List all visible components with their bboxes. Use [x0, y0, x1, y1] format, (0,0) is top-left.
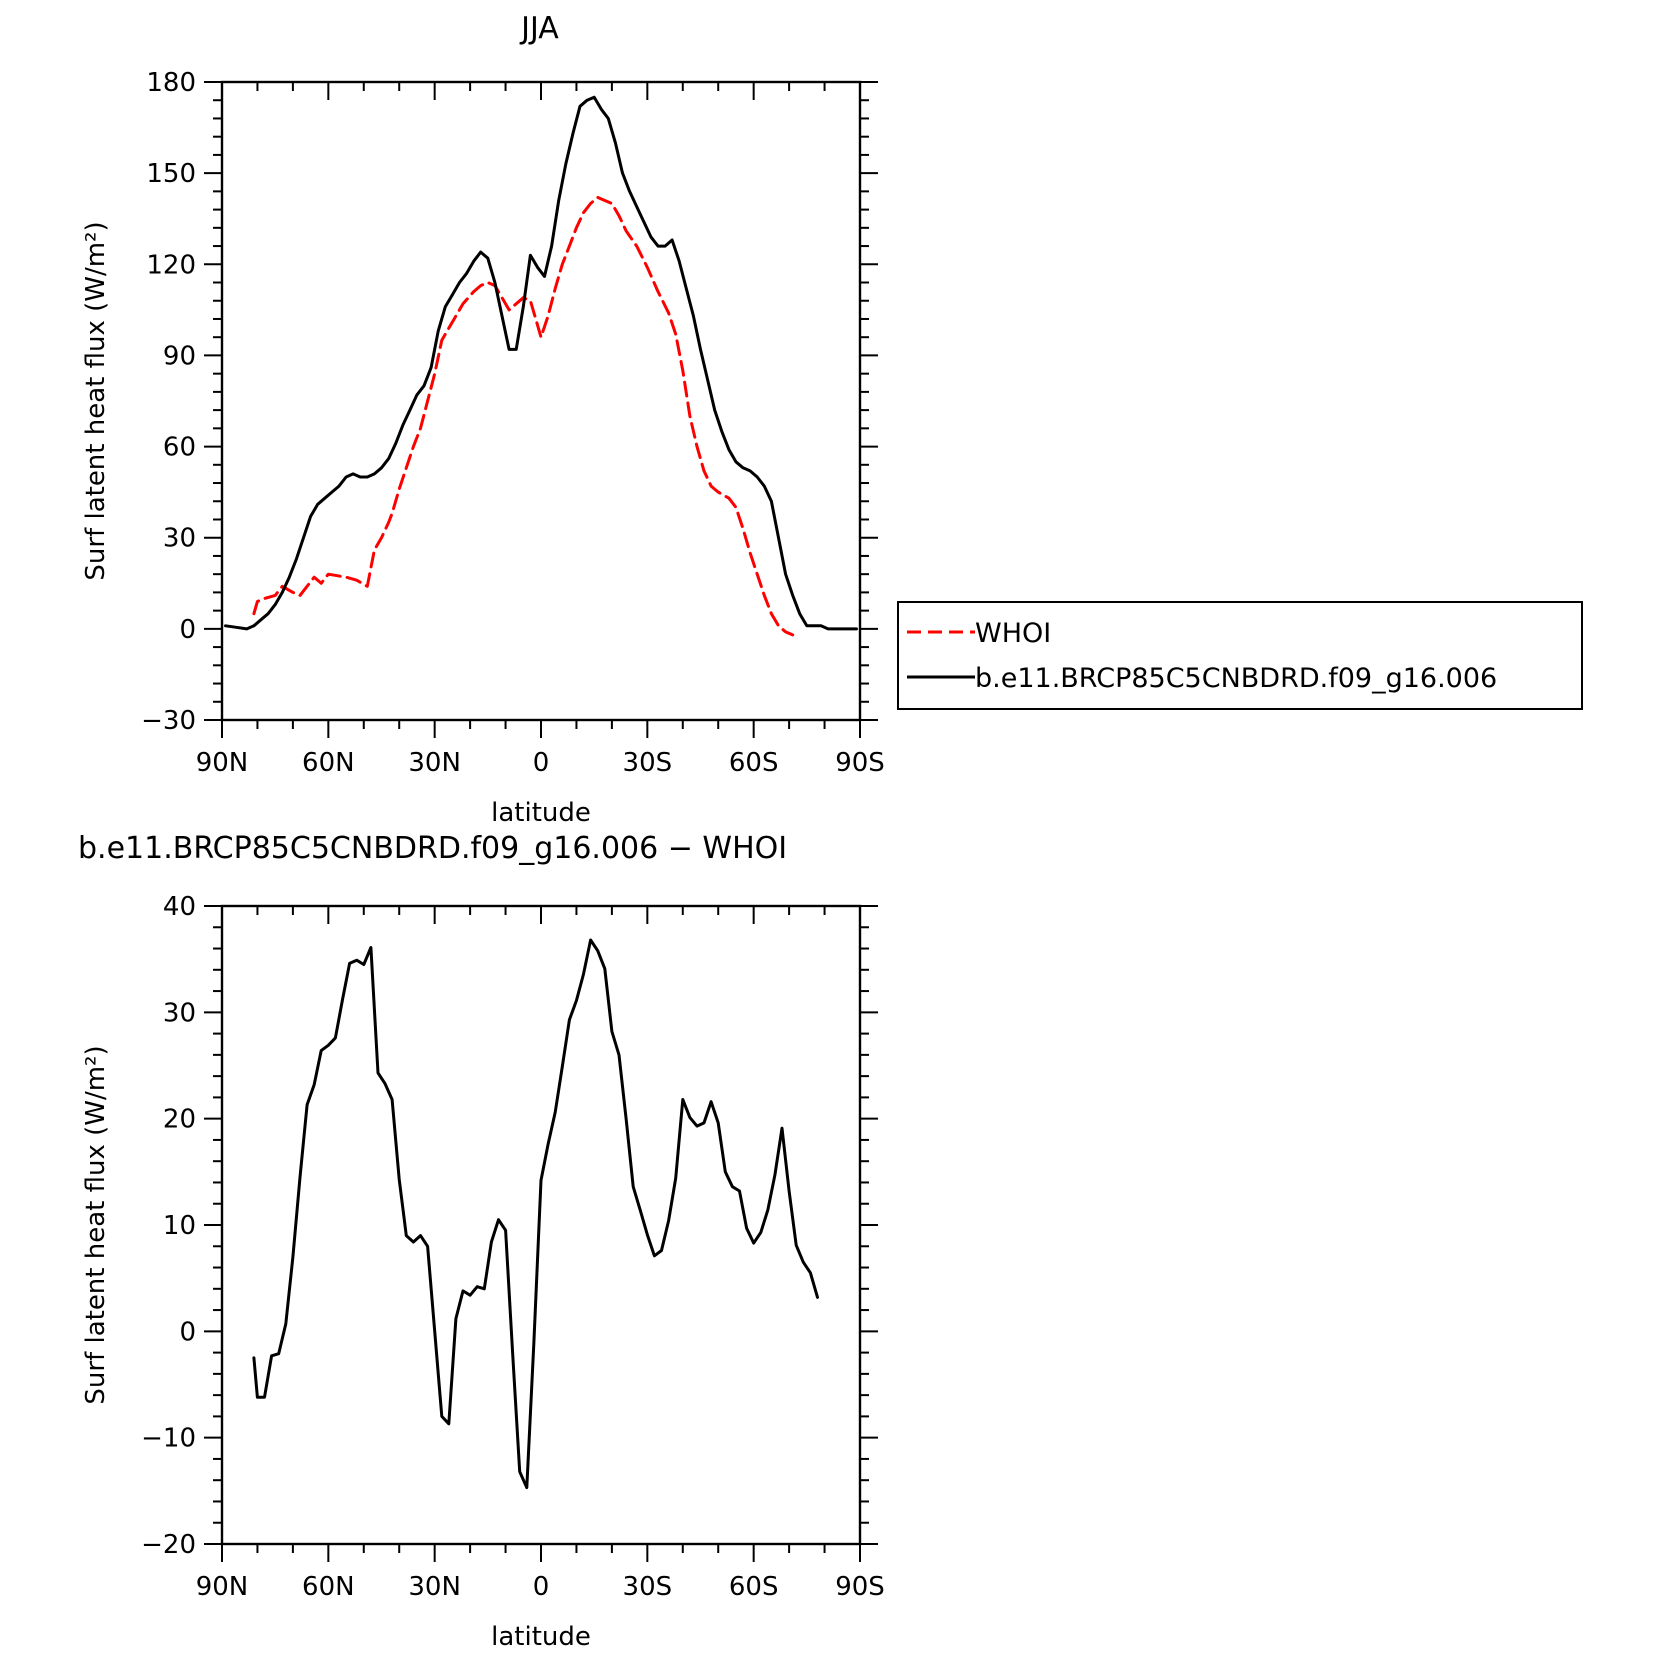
top-series-line-1 — [224, 95, 858, 631]
top-y-axis-label: Surf latent heat flux (W/m²) — [81, 221, 111, 580]
bottom-ytick-label: 40 — [163, 892, 196, 922]
top-chart-title: JJA — [519, 11, 559, 46]
bottom-panel: b.e11.BRCP85C5CNBDRD.f09_g16.006 − WHOI … — [78, 831, 885, 1652]
top-y-tick-labels: −30 0 30 60 90 120 150 180 — [141, 68, 196, 736]
bottom-xtick-label: 0 — [533, 1572, 550, 1602]
top-xtick-label: 60N — [302, 748, 355, 778]
top-xtick-label: 30S — [623, 748, 673, 778]
top-plot-frame — [220, 80, 862, 722]
top-xtick-label: 0 — [533, 748, 550, 778]
bottom-y-axis-label: Surf latent heat flux (W/m²) — [81, 1045, 111, 1404]
legend-entry-model: b.e11.BRCP85C5CNBDRD.f09_g16.006 — [975, 663, 1497, 694]
bottom-series-line-0 — [252, 938, 819, 1490]
bottom-xtick-label: 90N — [196, 1572, 249, 1602]
legend-entry-whoi: WHOI — [975, 618, 1051, 649]
bottom-xtick-label: 90S — [835, 1572, 885, 1602]
top-ticks — [204, 81, 878, 738]
top-ytick-label: 90 — [163, 341, 196, 371]
bottom-chart-title: b.e11.BRCP85C5CNBDRD.f09_g16.006 − WHOI — [78, 831, 787, 866]
top-x-tick-labels: 90N 60N 30N 0 30S 60S 90S — [196, 748, 885, 778]
top-series-line-0 — [252, 195, 795, 637]
bottom-ytick-label: 10 — [163, 1211, 196, 1241]
bottom-plot-frame — [220, 904, 862, 1546]
top-panel: JJA 90N 60N 30N 0 30S 60S 90S −30 0 30 60 90 120 150… — [81, 11, 885, 828]
top-ytick-label: 0 — [179, 615, 196, 645]
bottom-ytick-label: 30 — [163, 998, 196, 1028]
bottom-ytick-label: −20 — [141, 1530, 196, 1560]
top-series-group — [224, 95, 858, 637]
bottom-ytick-label: 0 — [179, 1317, 196, 1347]
top-ytick-label: 150 — [146, 159, 196, 189]
bottom-series-group — [252, 938, 819, 1490]
top-xtick-label: 90S — [835, 748, 885, 778]
bottom-ticks — [204, 905, 878, 1562]
bottom-y-tick-labels: −20 −10 0 10 20 30 40 — [141, 892, 196, 1560]
top-xtick-label: 30N — [408, 748, 461, 778]
bottom-ytick-label: −10 — [141, 1424, 196, 1454]
bottom-xtick-label: 30N — [408, 1572, 461, 1602]
top-ytick-label: 30 — [163, 524, 196, 554]
top-ytick-label: 180 — [146, 68, 196, 98]
top-xtick-label: 90N — [196, 748, 249, 778]
bottom-xtick-label: 60N — [302, 1572, 355, 1602]
bottom-x-tick-labels: 90N 60N 30N 0 30S 60S 90S — [196, 1572, 885, 1602]
top-ytick-label: 60 — [163, 433, 196, 463]
top-ytick-label: 120 — [146, 250, 196, 280]
bottom-ytick-label: 20 — [163, 1105, 196, 1135]
top-ytick-label: −30 — [141, 706, 196, 736]
bottom-xtick-label: 30S — [623, 1572, 673, 1602]
top-xtick-label: 60S — [729, 748, 779, 778]
bottom-x-axis-label: latitude — [491, 1622, 591, 1652]
top-x-axis-label: latitude — [491, 798, 591, 828]
legend-box — [897, 601, 1583, 710]
bottom-xtick-label: 60S — [729, 1572, 779, 1602]
legend: WHOI b.e11.BRCP85C5CNBDRD.f09_g16.006 — [897, 601, 1583, 710]
